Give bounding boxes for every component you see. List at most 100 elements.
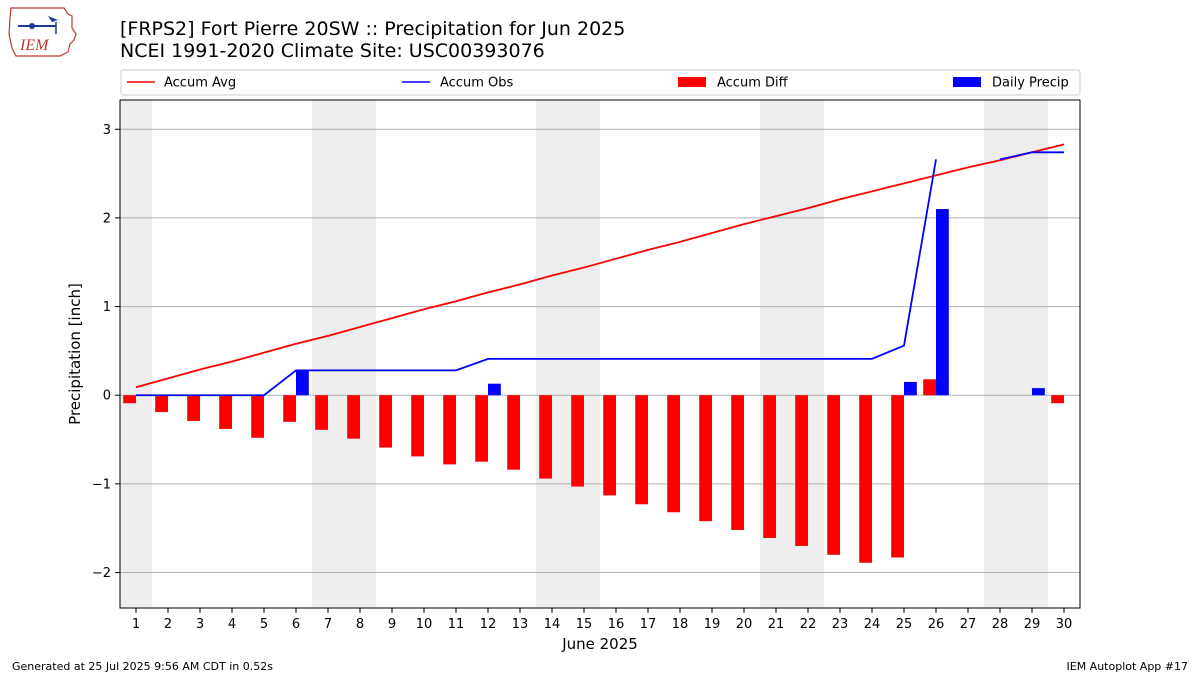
bar-accum-diff-day-4 (219, 395, 232, 429)
line-accum-avg-segment-0 (135, 143, 1065, 389)
bar-accum-diff-day-15 (571, 395, 584, 487)
x-axis-ticks: 1 2 3 4 5 6 7 8 9 10 11 12 13 14 15 16 17 18 19 20 21 22 23 24 2… (132, 608, 1072, 632)
bar-accum-diff-day-23 (827, 395, 840, 555)
x-tick-label-7: 7 (324, 617, 332, 632)
y-tick-label-2: 0 (103, 389, 111, 404)
legend-label-accum-obs: Accum Obs (440, 76, 513, 91)
title-line-2: NCEI 1991-2020 Climate Site: USC00393076 (120, 40, 545, 62)
bar-accum-diff-day-1 (123, 395, 136, 404)
bar-accum-diff-day-6 (283, 395, 296, 422)
bar-accum-diff-day-26 (923, 379, 936, 396)
bar-accum-diff-day-9 (379, 395, 392, 448)
weekend-shade-4 (984, 100, 1048, 608)
x-tick-label-20: 20 (736, 617, 753, 632)
x-tick-label-11: 11 (448, 617, 465, 632)
footer-generated-text: Generated at 25 Jul 2025 9:56 AM CDT in … (12, 660, 273, 673)
lines (135, 143, 1065, 397)
bar-accum-diff-day-22 (795, 395, 808, 546)
x-tick-label-12: 12 (480, 617, 497, 632)
x-tick-label-2: 2 (164, 617, 172, 632)
legend-label-accum-diff: Accum Diff (717, 76, 789, 91)
bar-accum-diff-day-16 (603, 395, 616, 496)
x-tick-label-27: 27 (960, 617, 977, 632)
y-tick-label-5: 3 (103, 123, 111, 138)
chart-title: [FRPS2] Fort Pierre 20SW :: Precipitatio… (120, 18, 625, 62)
line-accum-obs-segment-1 (999, 151, 1064, 161)
y-axis-label: Precipitation [inch] (66, 283, 84, 425)
weekend-shading (120, 100, 1048, 608)
x-tick-label-21: 21 (768, 617, 785, 632)
bar-daily-precip-day-26 (936, 209, 949, 396)
weekend-shade-0 (120, 100, 152, 608)
x-tick-label-3: 3 (196, 617, 204, 632)
legend-swatch-daily-precip (953, 77, 981, 87)
bar-accum-diff-day-25 (891, 395, 904, 558)
x-tick-label-10: 10 (416, 617, 433, 632)
x-tick-label-9: 9 (388, 617, 396, 632)
x-tick-label-23: 23 (832, 617, 849, 632)
weekend-shade-2 (536, 100, 600, 608)
y-tick-label-0: −2 (92, 566, 111, 581)
logo-text: IEM (19, 37, 50, 54)
bar-accum-diff-day-10 (411, 395, 424, 457)
bars (123, 209, 1064, 563)
x-tick-label-30: 30 (1056, 617, 1073, 632)
line-accum-obs-segment-0 (136, 159, 937, 397)
bar-accum-diff-day-14 (539, 395, 552, 479)
x-axis-label: June 2025 (561, 635, 638, 653)
x-tick-label-18: 18 (672, 617, 689, 632)
x-tick-label-13: 13 (512, 617, 529, 632)
footer-app-text: IEM Autoplot App #17 (1066, 660, 1189, 673)
legend-swatch-accum-diff (678, 77, 706, 87)
bar-accum-diff-day-8 (347, 395, 360, 439)
x-tick-label-1: 1 (132, 617, 140, 632)
legend-box (120, 69, 1081, 96)
bar-daily-precip-day-12 (488, 383, 501, 396)
bar-accum-diff-day-7 (315, 395, 328, 430)
legend-label-daily-precip: Daily Precip (992, 76, 1069, 91)
bar-accum-diff-day-24 (859, 395, 872, 563)
x-tick-label-8: 8 (356, 617, 364, 632)
gridlines (120, 128, 1080, 574)
y-tick-label-3: 1 (103, 300, 111, 315)
bar-daily-precip-day-6 (296, 370, 309, 396)
bar-accum-diff-day-17 (635, 395, 648, 505)
x-tick-label-19: 19 (704, 617, 721, 632)
bar-daily-precip-day-29 (1032, 388, 1045, 396)
bar-accum-diff-day-13 (507, 395, 520, 470)
bar-accum-diff-day-21 (763, 395, 776, 538)
x-tick-label-24: 24 (864, 617, 881, 632)
bar-accum-diff-day-3 (187, 395, 200, 421)
x-tick-label-4: 4 (228, 617, 236, 632)
x-tick-label-25: 25 (896, 617, 913, 632)
x-tick-label-14: 14 (544, 617, 561, 632)
x-tick-label-17: 17 (640, 617, 657, 632)
title-line-1: [FRPS2] Fort Pierre 20SW :: Precipitatio… (120, 18, 626, 40)
x-tick-label-26: 26 (928, 617, 945, 632)
bar-accum-diff-day-20 (731, 395, 744, 530)
x-tick-label-6: 6 (292, 617, 300, 632)
iem-logo: IEM (6, 4, 82, 64)
bar-accum-diff-day-5 (251, 395, 264, 438)
y-axis-ticks: −2 −1 0 1 2 3 (92, 123, 120, 581)
bar-accum-diff-day-18 (667, 395, 680, 513)
y-tick-label-4: 2 (103, 211, 111, 226)
legend-label-accum-avg: Accum Avg (164, 76, 236, 91)
x-tick-label-28: 28 (992, 617, 1009, 632)
weekend-shade-1 (312, 100, 376, 608)
bar-accum-diff-day-2 (155, 395, 168, 413)
x-tick-label-15: 15 (576, 617, 593, 632)
bar-accum-diff-day-12 (475, 395, 488, 462)
bar-accum-diff-day-19 (699, 395, 712, 522)
bar-accum-diff-day-30 (1051, 395, 1064, 404)
plot-frame (119, 99, 1081, 609)
x-tick-label-5: 5 (260, 617, 268, 632)
y-tick-label-1: −1 (92, 477, 111, 492)
bar-accum-diff-day-11 (443, 395, 456, 465)
bar-daily-precip-day-25 (904, 381, 917, 396)
x-tick-label-22: 22 (800, 617, 817, 632)
x-tick-label-29: 29 (1024, 617, 1041, 632)
x-tick-label-16: 16 (608, 617, 625, 632)
legend: Accum Avg Accum Obs Accum Diff Daily Pre… (120, 69, 1081, 96)
